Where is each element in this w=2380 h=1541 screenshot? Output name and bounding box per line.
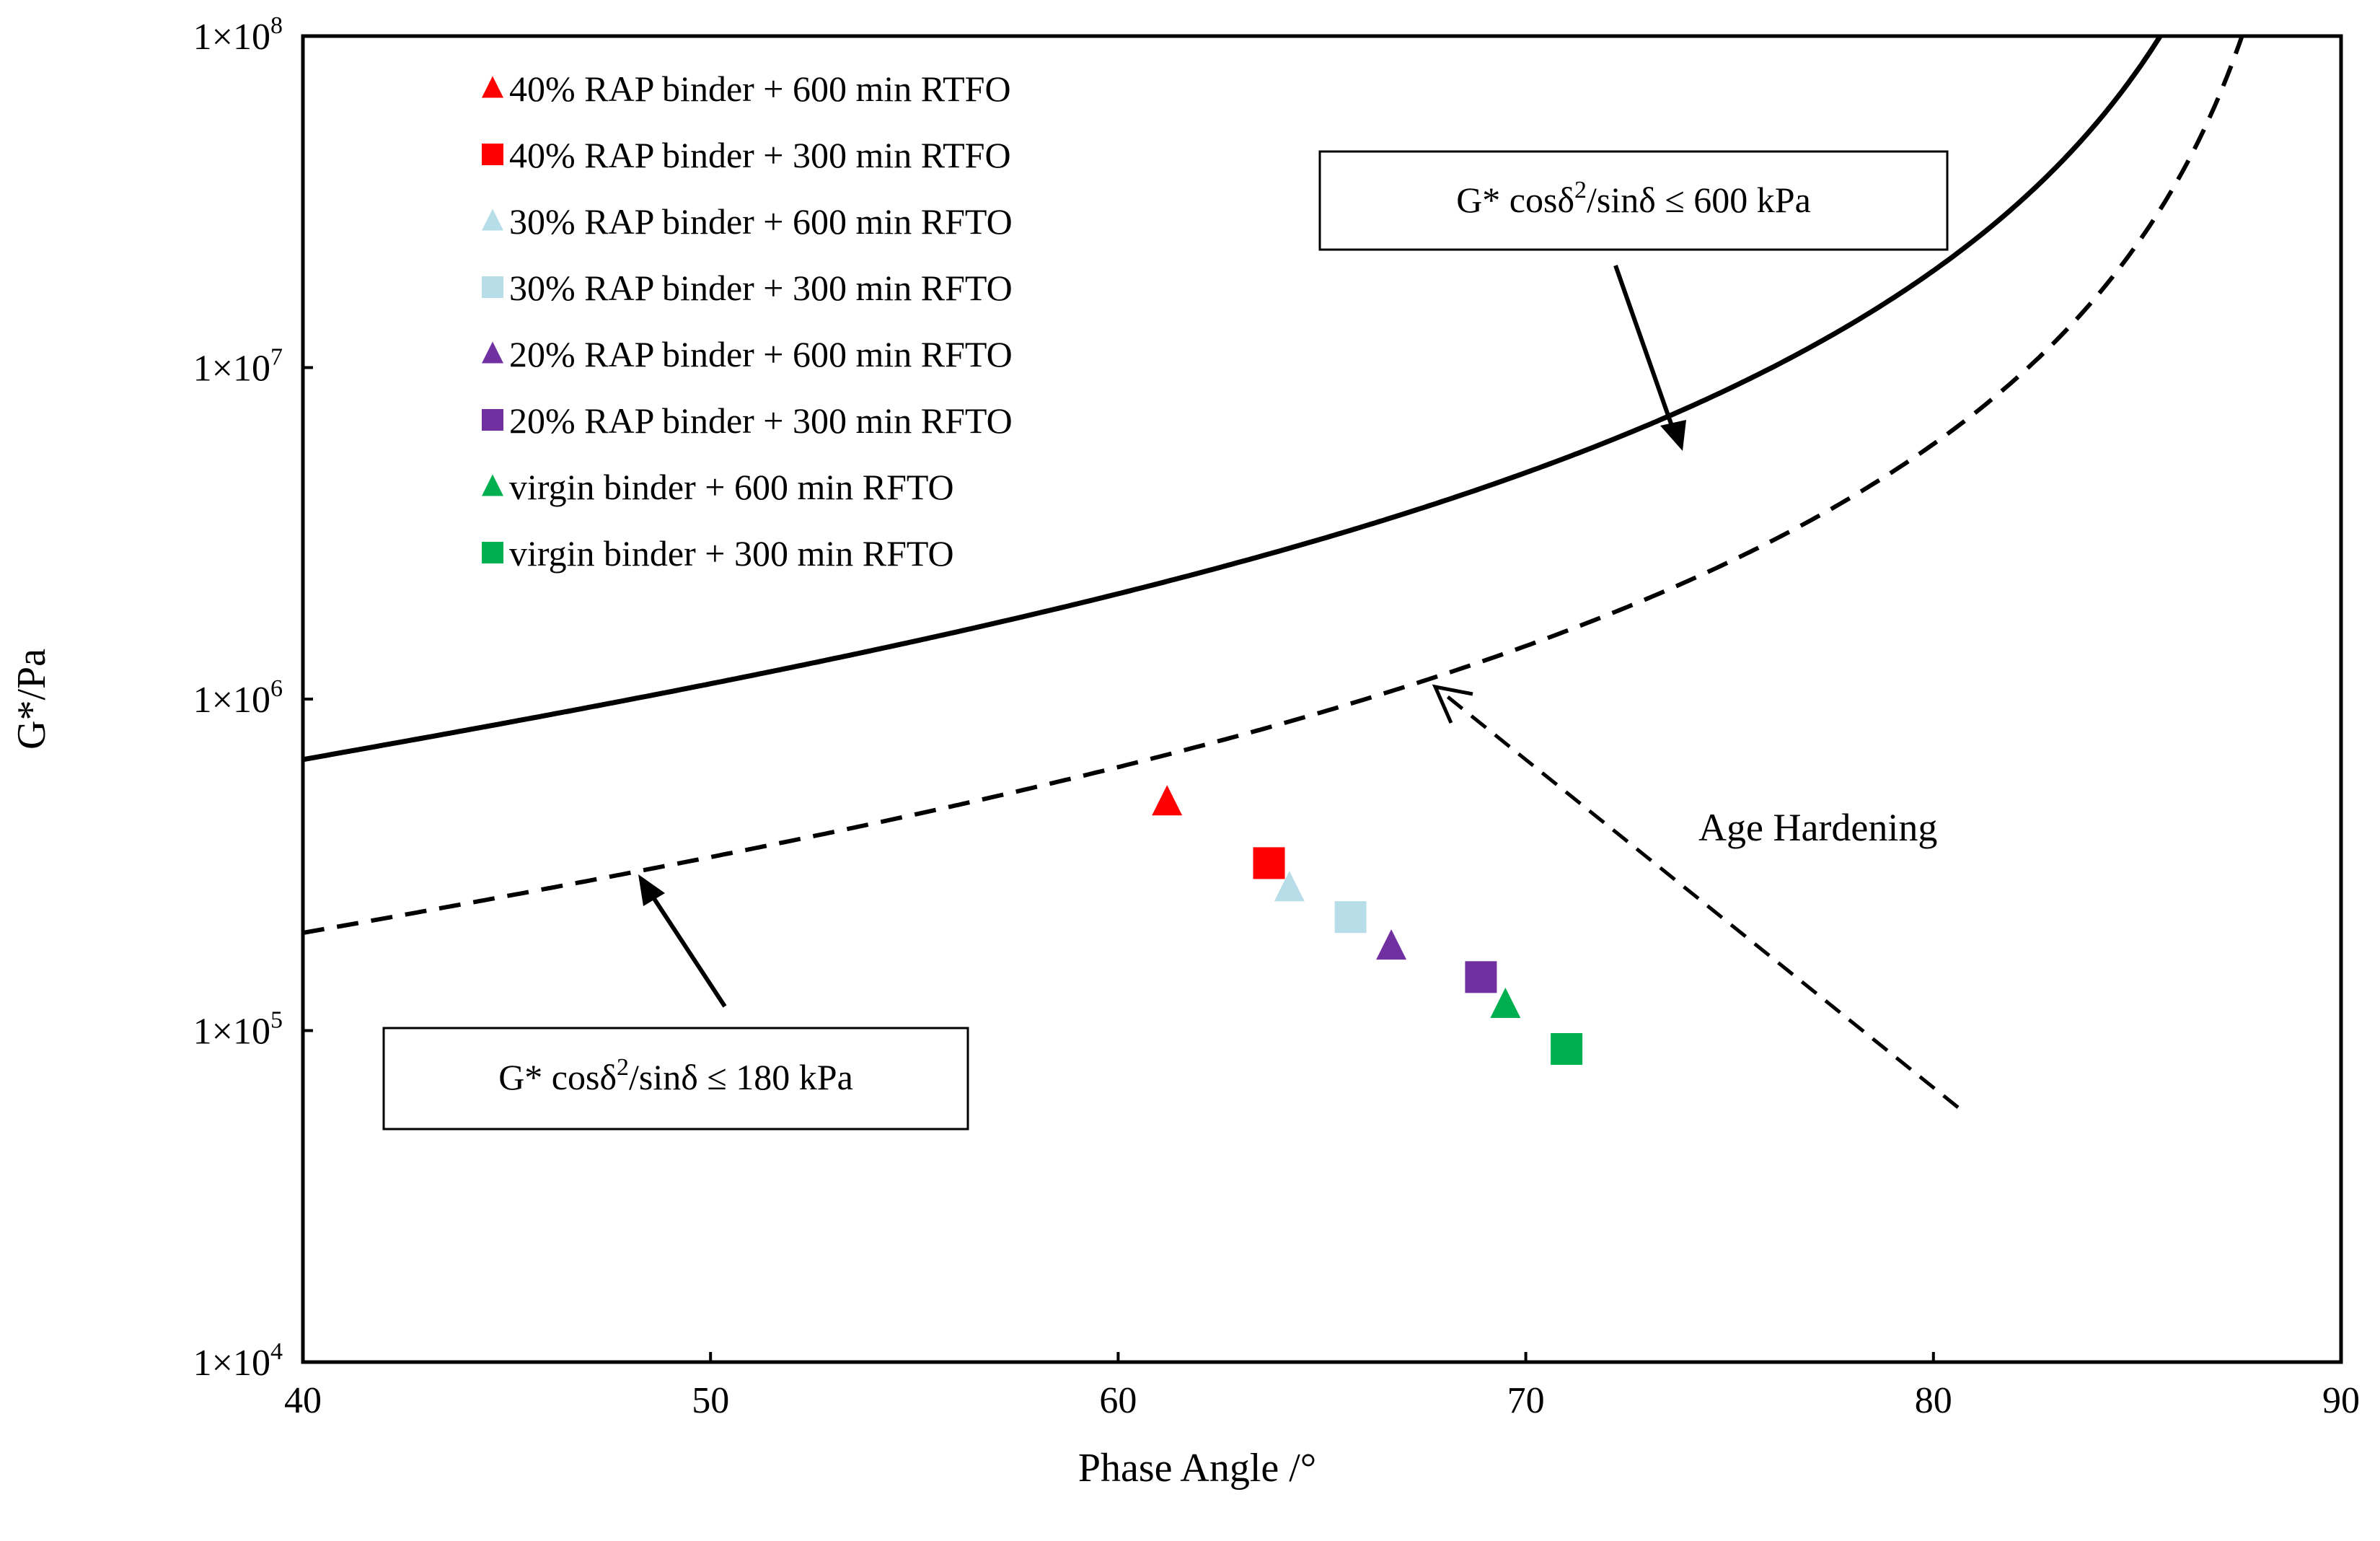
y-tick-label-1: 1×104 [193,1338,283,1384]
x-tick-label-5: 80 [1915,1380,1952,1421]
annotations: G* cosδ2/sinδ ≤ 600 kPa G* cosδ2/sinδ ≤ … [382,150,1960,1130]
data-point-7 [1490,988,1521,1019]
data-point-3 [1274,871,1305,902]
y-tick-label-2: 1×105 [193,1007,283,1053]
data-points [1152,785,1583,1066]
legend-marker-7 [482,474,503,496]
legend-label-1: 40% RAP binder + 600 min RTFO [509,69,1011,109]
y-axis-title: G*/Pa [9,649,54,750]
upper-criterion-arrow [1613,265,1679,441]
upper-criterion-arrowhead [1660,420,1686,451]
x-tick-label-6: 90 [2322,1380,2360,1421]
lower-criterion-arrowhead [638,874,665,906]
legend-label-7: virgin binder + 600 min RFTO [509,467,954,507]
x-tick-label-3: 60 [1099,1380,1137,1421]
legend-label-6: 20% RAP binder + 300 min RFTO [509,400,1013,441]
legend-marker-5 [482,341,503,364]
y-axis-ticks: 1×104 1×105 1×106 1×107 1×108 [193,12,313,1384]
upper-criterion-label: G* cosδ2/sinδ ≤ 600 kPa [1456,177,1811,220]
x-tick-label-4: 70 [1507,1380,1545,1421]
criterion-curve-180kpa [303,36,2244,935]
lower-criterion-label: G* cosδ2/sinδ ≤ 180 kPa [498,1054,853,1097]
legend-label-8: virgin binder + 300 min RFTO [509,533,954,574]
age-hardening-arrow [1441,691,1960,1109]
legend: 40% RAP binder + 600 min RTFO 40% RAP bin… [482,69,1013,574]
y-tick-label-4: 1×107 [193,344,283,390]
legend-marker-8 [482,542,503,563]
y-tick-label-3: 1×106 [193,675,283,721]
legend-label-3: 30% RAP binder + 600 min RFTO [509,201,1013,242]
upper-criterion-box [1318,150,1949,251]
lower-criterion-box [382,1027,969,1130]
lower-criterion-arrow [645,887,727,1008]
criterion-curve-600kpa [303,36,2164,763]
legend-marker-4 [482,276,503,298]
x-axis-title: Phase Angle /° [1078,1446,1316,1490]
age-hardening-arrowhead [1432,684,1473,724]
legend-marker-3 [482,208,503,231]
age-hardening-label: Age Hardening [1698,806,1937,849]
data-point-1 [1152,785,1183,816]
data-point-6 [1465,961,1497,993]
legend-label-2: 40% RAP binder + 300 min RTFO [509,135,1011,175]
legend-marker-6 [482,409,503,431]
legend-marker-2 [482,144,503,165]
data-point-8 [1551,1033,1583,1066]
data-point-4 [1334,901,1367,934]
reference-curves [303,36,2244,935]
data-point-5 [1376,929,1407,960]
legend-marker-1 [482,76,503,98]
x-axis-ticks: 40 50 60 70 80 90 [284,1352,2360,1421]
data-point-2 [1253,847,1285,879]
x-tick-label-2: 50 [692,1380,729,1421]
legend-label-5: 20% RAP binder + 600 min RFTO [509,334,1013,374]
y-tick-label-5: 1×108 [193,12,283,58]
x-tick-label-1: 40 [284,1380,322,1421]
legend-label-4: 30% RAP binder + 300 min RFTO [509,268,1013,308]
